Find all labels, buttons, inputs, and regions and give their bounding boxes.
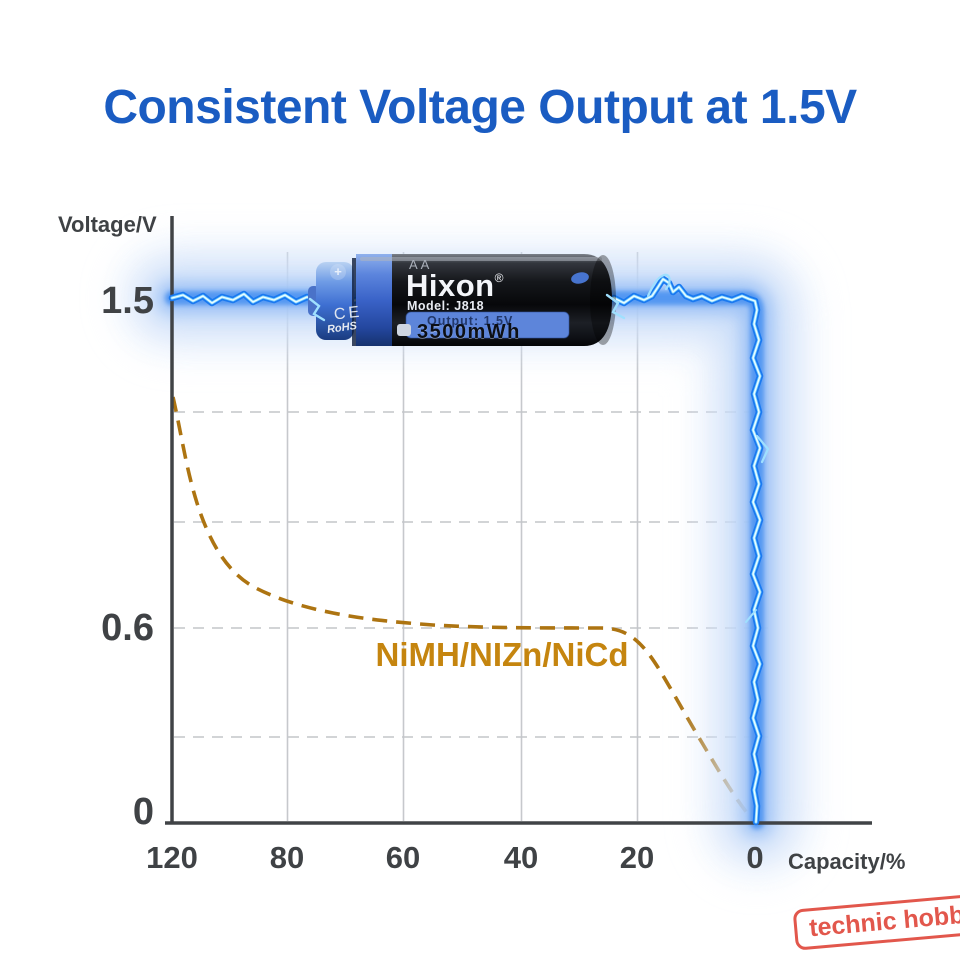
hixon-line-glow [117,243,812,877]
horizontal-gridlines [174,411,768,738]
lightning-branch [755,434,770,464]
x-tick-120: 120 [146,840,198,875]
x-tick-80: 80 [269,840,305,875]
x-tick-60: 60 [385,840,421,875]
battery-brand-label: Hixon® [406,268,504,304]
battery-size-label: AA [409,257,433,272]
battery-image [308,254,626,346]
battery-top-highlight [360,257,602,261]
plus-terminal-icon: + [330,264,346,280]
brand-text: Hixon [406,268,495,303]
x-axis-label: Capacity/% [788,849,906,874]
battery-model-label: Model: J818 [407,299,485,313]
battery-end-shade [590,255,616,345]
y-tick-0-6: 0.6 [101,607,154,649]
battery-spark-left [308,297,326,322]
battery-cap-ring [352,258,358,346]
hixon-voltage-line [168,273,770,826]
battery-output-label: Output: 1.5V [427,314,514,328]
battery-blue-wrap [356,254,396,346]
battery-spark-right [605,293,626,320]
y-tick-0: 0 [132,791,154,833]
x-tick-0: 0 [746,840,764,875]
registered-trademark-icon: ® [494,271,504,285]
chart-title: Consistent Voltage Output at 1.5V [103,81,857,134]
x-tick-20: 20 [619,840,655,875]
nimh-series-label: NiMH/NIZn/NiCd [375,636,629,673]
y-tick-1-5: 1.5 [101,280,154,322]
nimh-curve [171,396,755,822]
lightning-branch [646,273,671,298]
lightning-branch [745,609,757,623]
battery-label-notch [397,324,411,336]
battery-capacity-label: 3500mWh [417,321,521,343]
y-axis-label: Voltage/V [58,212,157,237]
battery-end-logo [571,272,589,284]
x-tick-40: 40 [503,840,539,875]
battery-cap [316,262,354,340]
